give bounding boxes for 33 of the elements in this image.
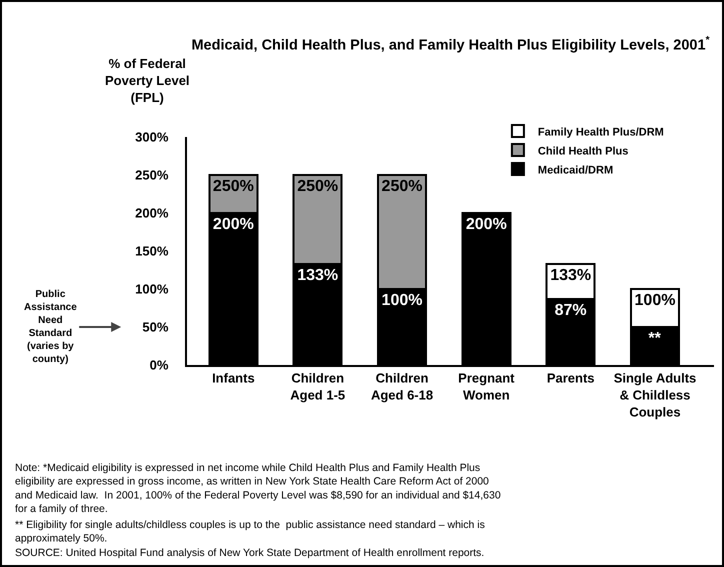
x-tick-label: Single Adults & Childless Couples — [614, 370, 696, 420]
legend-label: Child Health Plus — [538, 145, 628, 158]
text: Note: *Medicaid eligibility is expressed in net income while Child Health Plus and Family Health Plus eligibility are expressed in gross income, as written in New York State Health Care Reform Act of 2000 and Medicaid law. In 2001, 100% of the Federal Poverty Level was $8,590 for an individual and $14,630 for a family of three. — [15, 462, 501, 515]
data-label: 100% — [382, 292, 422, 309]
total-label: 250% — [382, 178, 422, 195]
total-label: 250% — [212, 178, 254, 195]
x-tick-label: Parents — [546, 370, 595, 386]
data-label: 200% — [212, 216, 254, 233]
legend-label: Family Health Plus/DRM — [538, 126, 664, 138]
x-tick-label: Children Aged 1-5 — [290, 370, 346, 402]
y-tick-label: 250% — [135, 168, 169, 183]
data-label: 200% — [466, 216, 507, 233]
data-label: ** — [648, 330, 662, 347]
data-label: 87% — [554, 302, 587, 319]
x-tick-label: Children Aged 6-18 — [370, 370, 434, 402]
total-label: 250% — [297, 178, 338, 195]
x-tick-label: Infants — [212, 370, 255, 386]
total-label: 133% — [550, 266, 592, 284]
y-tick-label: 200% — [135, 206, 169, 221]
chart-title: Medicaid, Child Health Plus, and Family Health Plus Eligibility Levels, 2001$^{*}$ — [191, 35, 710, 54]
y-tick-label: 50% — [142, 320, 169, 335]
legend-label: Medicaid/DRM — [538, 164, 614, 176]
y-axis-title: % of Federal Poverty Level (FPL) — [105, 56, 190, 105]
y-tick-label: 100% — [135, 282, 169, 297]
x-tick-label: Pregnant Women — [458, 370, 516, 402]
source-note: SOURCE: United Hospital Fund analysis of New York State Department of Health enrollment reports. — [15, 547, 484, 559]
text: Public Assistance Need Standard (varies by county) — [24, 289, 78, 365]
total-label: 100% — [634, 292, 676, 309]
data-label: 133% — [297, 266, 338, 284]
text: ** Eligibility for single adults/childless couples is up to the public assistance need standard – which is approximately 50%. — [15, 519, 485, 545]
y-tick-label: 300% — [135, 130, 169, 145]
y-tick-label: 150% — [135, 244, 169, 259]
y-tick-label: 0% — [150, 358, 169, 373]
